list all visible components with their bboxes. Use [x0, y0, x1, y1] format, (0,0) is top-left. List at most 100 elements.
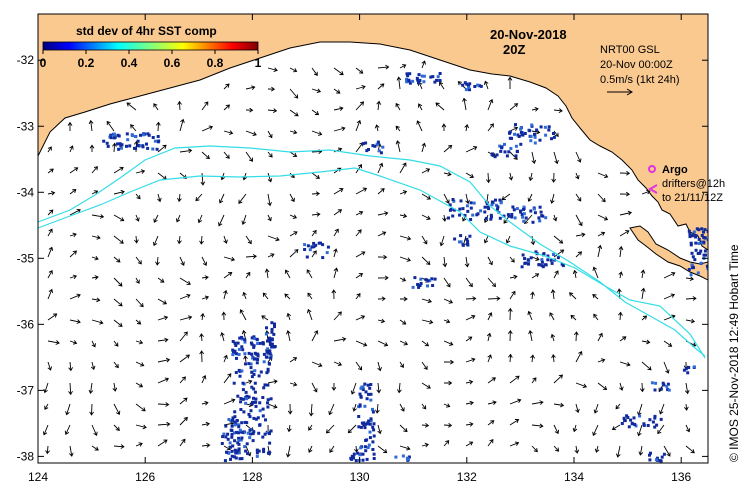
current-arrow	[575, 403, 580, 414]
sst-pixel	[498, 216, 502, 220]
colorbar-tick-label: 0.4	[121, 56, 138, 70]
sst-pixel	[366, 383, 370, 387]
sst-pixel	[369, 392, 373, 396]
current-arrow	[619, 230, 630, 237]
sst-pixel	[273, 322, 276, 326]
current-arrow	[135, 339, 144, 345]
current-arrow	[508, 172, 514, 181]
sst-pixel	[352, 456, 356, 460]
current-arrow	[47, 270, 53, 279]
sst-pixel	[689, 241, 693, 245]
argo-label: Argo	[662, 164, 688, 176]
sst-pixel	[156, 140, 160, 144]
sst-pixel	[490, 203, 494, 207]
current-arrow	[223, 272, 233, 279]
current-arrow	[47, 168, 54, 174]
current-arrow	[421, 142, 427, 153]
sst-pixel	[522, 219, 526, 223]
current-arrow	[245, 85, 256, 91]
sst-pixel	[510, 215, 514, 219]
sst-pixel	[514, 123, 517, 127]
sst-pixel	[247, 395, 251, 399]
current-arrow	[442, 256, 448, 268]
sst-pixel	[431, 75, 435, 79]
sst-pixel	[654, 381, 658, 385]
current-arrow	[597, 382, 608, 390]
current-arrow	[377, 83, 385, 90]
sst-pixel	[259, 370, 263, 374]
sst-pixel	[533, 135, 537, 139]
sst-pixel	[371, 410, 375, 414]
current-arrow	[223, 130, 234, 135]
current-arrow	[685, 296, 697, 301]
current-arrow	[289, 381, 298, 387]
current-arrow	[134, 235, 139, 244]
sst-pixel	[142, 133, 146, 137]
current-arrow	[333, 67, 344, 76]
sst-pixel	[364, 141, 368, 145]
sst-pixel	[451, 198, 455, 201]
sst-pixel	[459, 234, 463, 238]
sst-pixel	[648, 418, 652, 422]
current-arrow	[135, 319, 142, 325]
sst-pixel	[540, 264, 544, 268]
current-arrow	[572, 269, 578, 279]
current-arrow	[552, 214, 558, 222]
sst-pixel	[461, 243, 465, 247]
current-arrow	[91, 297, 101, 303]
sst-pixel	[241, 348, 245, 352]
sst-pixel	[252, 373, 256, 376]
current-arrow	[685, 445, 695, 454]
sst-pixel	[495, 203, 498, 207]
lon-tick-label: 124	[28, 470, 48, 484]
sst-pixel	[687, 229, 691, 233]
sst-pixel	[361, 452, 365, 456]
current-arrow	[377, 445, 388, 454]
sst-pixel	[220, 442, 224, 445]
current-arrow	[465, 172, 474, 178]
current-arrow	[267, 172, 273, 183]
current-arrow	[311, 361, 323, 368]
current-arrow	[113, 424, 120, 431]
sst-pixel	[240, 369, 244, 373]
sst-pixel	[648, 453, 651, 457]
current-arrow	[553, 130, 559, 138]
sst-pixel	[468, 88, 471, 92]
sst-pixel	[243, 340, 247, 344]
credit-text: © IMOS 25-Nov-2018 12:49 Hobart Time	[727, 244, 741, 462]
current-arrow	[262, 292, 269, 300]
sst-pixel	[538, 219, 542, 223]
sst-pixel	[625, 414, 629, 418]
current-arrow	[289, 88, 299, 99]
sst-pixel	[692, 365, 696, 369]
current-arrow	[487, 277, 497, 288]
sst-pixel	[371, 425, 375, 429]
sst-pixel	[411, 285, 415, 289]
colorbar-tick-label: 0.8	[207, 56, 224, 70]
sst-pixel	[105, 141, 109, 145]
sst-pixel	[229, 457, 232, 461]
current-arrow	[641, 361, 652, 371]
current-arrow	[135, 424, 147, 430]
sst-pixel	[262, 450, 266, 454]
sst-pixel	[417, 73, 421, 77]
current-arrow	[685, 276, 695, 282]
current-arrow	[377, 424, 382, 435]
sst-pixel	[521, 253, 525, 257]
lat-tick-label: -35	[17, 251, 35, 265]
sst-pixel	[364, 439, 368, 442]
current-arrow	[91, 275, 99, 280]
current-arrow	[112, 142, 117, 153]
current-arrow	[135, 277, 140, 284]
sst-pixel	[249, 432, 253, 436]
current-arrow	[528, 330, 533, 342]
sst-pixel	[503, 142, 506, 146]
sst-pixel	[547, 128, 551, 132]
lat-tick-label: -37	[17, 383, 35, 397]
current-arrow	[157, 377, 170, 384]
current-arrow	[531, 106, 539, 112]
current-arrow	[289, 249, 299, 258]
sst-pixel	[262, 447, 266, 451]
sst-pixel	[310, 245, 314, 249]
sst-pixel	[251, 439, 255, 443]
